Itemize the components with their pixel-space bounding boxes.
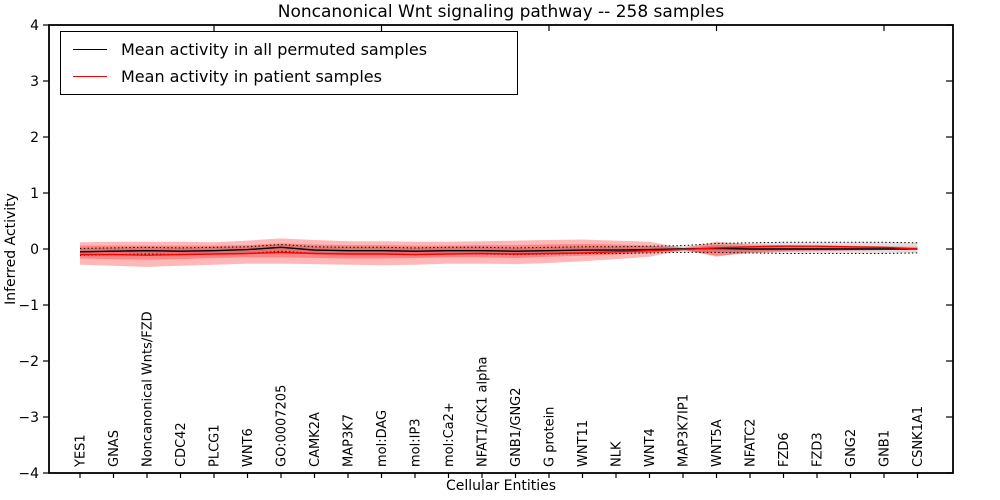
x-tick-label: WNT11 — [576, 420, 591, 467]
y-tick-label: 0 — [30, 242, 39, 258]
series-line-permuted — [79, 246, 918, 253]
y-axis-ticks: 4 3 2 1 0 −1 −2 −3 −4 — [18, 18, 953, 482]
y-tick-label: −1 — [18, 298, 39, 314]
x-tick-label: WNT4 — [643, 428, 658, 467]
x-tick-label: mol:DAG — [375, 410, 390, 467]
x-tick-label: GO:0007205 — [275, 385, 290, 467]
x-tick-label: YES1 — [74, 434, 89, 468]
legend: Mean activity in all permuted samples Me… — [60, 31, 518, 95]
x-tick-label: NFATC2 — [744, 419, 759, 467]
chart-title: Noncanonical Wnt signaling pathway -- 25… — [277, 2, 725, 22]
x-tick-label: MAP3K7IP1 — [677, 394, 692, 467]
y-tick-label: −3 — [18, 410, 39, 426]
x-tick-label: CSNK1A1 — [911, 406, 926, 467]
x-tick-label: G protein — [543, 407, 558, 467]
x-tick-label: mol:IP3 — [409, 418, 424, 467]
x-tick-label: Noncanonical Wnts/FZD — [141, 311, 156, 467]
x-axis-ticks: YES1 GNAS Noncanonical Wnts/FZD CDC42 PLCG1 W… — [74, 25, 926, 478]
x-tick-label: CAMK2A — [308, 412, 323, 467]
x-tick-label: NFAT1/CK1 alpha — [476, 356, 491, 467]
legend-line-sample-patient — [73, 76, 107, 77]
x-tick-label: FZD6 — [777, 432, 792, 467]
legend-label-patient: Mean activity in patient samples — [121, 66, 382, 86]
x-tick-label: FZD3 — [811, 432, 826, 467]
legend-line-sample-permuted — [73, 49, 107, 50]
legend-label-permuted: Mean activity in all permuted samples — [121, 39, 428, 59]
x-axis-title: Cellular Entities — [445, 478, 557, 494]
legend-item-patient: Mean activity in patient samples — [73, 66, 517, 86]
y-tick-label: 4 — [30, 18, 39, 34]
x-tick-label: PLCG1 — [208, 424, 223, 467]
x-tick-label: GNG2 — [844, 429, 859, 467]
x-tick-label: GNB1 — [878, 430, 893, 467]
y-tick-label: −4 — [18, 466, 39, 482]
y-tick-label: 3 — [30, 74, 39, 90]
y-tick-label: 2 — [30, 130, 39, 146]
x-tick-label: MAP3K7 — [342, 414, 357, 467]
x-tick-label: mol:Ca2+ — [442, 402, 457, 467]
x-tick-label: WNT6 — [241, 428, 256, 467]
legend-item-permuted: Mean activity in all permuted samples — [73, 39, 517, 59]
y-tick-label: 1 — [30, 186, 39, 202]
x-tick-label: GNAS — [107, 430, 122, 467]
x-tick-label: NLK — [610, 441, 625, 467]
series-line-patient — [80, 245, 918, 256]
x-tick-label: WNT5A — [710, 419, 725, 467]
x-tick-label: CDC42 — [174, 422, 189, 467]
y-tick-label: −2 — [18, 354, 39, 370]
x-tick-label: GNB1/GNG2 — [509, 387, 524, 467]
band-edge-top-permuted-sample-range — [79, 241, 918, 249]
